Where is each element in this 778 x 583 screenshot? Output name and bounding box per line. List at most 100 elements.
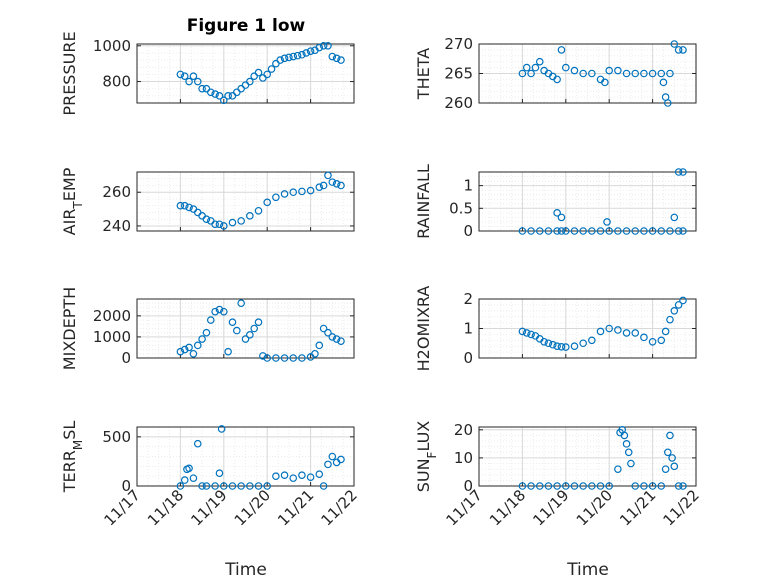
data-point [337, 181, 345, 190]
data-point [631, 69, 640, 78]
subplot-air-temp: 240 260 AIRTEMP [60, 167, 355, 235]
data-point [285, 53, 293, 62]
data-point [189, 474, 198, 482]
data-point [337, 337, 345, 345]
data-point [670, 306, 679, 315]
data-point [202, 215, 211, 224]
data-point [622, 329, 631, 337]
data-point [220, 96, 228, 105]
data-point [518, 69, 527, 78]
data-point [198, 84, 206, 93]
data-point [246, 482, 254, 490]
data-point [557, 342, 566, 351]
data-point [237, 217, 245, 225]
data-point [328, 333, 337, 341]
data-point [535, 57, 544, 66]
data-point [674, 227, 683, 235]
data-point [561, 63, 570, 72]
y-tick-label: 500 [102, 428, 131, 446]
data-point [631, 482, 640, 490]
data-point [531, 63, 540, 72]
data-point [298, 50, 306, 59]
data-point [553, 342, 561, 351]
data-point [206, 88, 215, 97]
x-tick-label: 11/20 [231, 486, 274, 529]
data-point [640, 482, 648, 490]
y-tick-label: 260 [102, 183, 131, 201]
data-point [259, 352, 267, 360]
data-point [601, 78, 609, 87]
data-point [254, 206, 263, 215]
y-tick-label: 0 [121, 349, 131, 367]
data-point [289, 188, 298, 197]
data-point [306, 473, 315, 481]
data-point [605, 324, 614, 333]
x-axis-label-right: Time [566, 560, 609, 580]
axes-frame [478, 426, 697, 487]
data-point [337, 455, 345, 464]
data-point [293, 51, 302, 60]
y-axis-label-pressure: PRESSURE [60, 31, 79, 115]
data-point [544, 482, 553, 490]
data-point [668, 454, 676, 462]
data-point [302, 49, 311, 57]
y-tick-label: 10 [454, 449, 473, 467]
subplot-pressure: 800 1000 PRESSURE [60, 31, 355, 116]
data-point [588, 227, 596, 235]
data-point [198, 482, 206, 490]
data-point [254, 482, 263, 490]
data-point [648, 337, 657, 346]
data-point [596, 327, 605, 336]
data-point [206, 316, 215, 324]
data-point [527, 330, 535, 339]
data-point [596, 227, 605, 235]
data-point [280, 354, 289, 362]
data-point [328, 452, 337, 461]
data-point [337, 56, 345, 64]
y-axis-label-h2omixra: H2OMIXRA [414, 286, 433, 372]
data-point [189, 72, 198, 80]
data-point [263, 198, 272, 207]
data-point [570, 482, 579, 490]
data-point [228, 318, 237, 326]
y-tick-label: 1000 [93, 37, 131, 55]
data-point [518, 327, 527, 336]
data-point [535, 227, 544, 235]
data-point [561, 227, 570, 235]
data-point [622, 69, 631, 78]
data-point [220, 307, 228, 316]
data-point [540, 337, 548, 346]
y-tick-label: 1 [463, 177, 473, 195]
data-point [657, 482, 666, 490]
subplot-h2omixra: 0 1 2 H2OMIXRA [414, 286, 697, 372]
x-tick-label: 11/18 [486, 486, 529, 529]
data-point [237, 84, 245, 93]
y-axis-label-theta: THETA [414, 48, 433, 100]
data-point [233, 326, 241, 335]
data-point [180, 72, 189, 80]
data-point [666, 69, 674, 78]
data-point [306, 47, 315, 55]
y-axis-label-rainfall: RAINFALL [414, 164, 433, 239]
data-point [570, 66, 579, 75]
data-point [272, 193, 280, 202]
data-point [518, 227, 527, 235]
data-point [674, 46, 683, 54]
data-point [250, 324, 258, 333]
data-point [553, 75, 561, 84]
x-tick-label: 11/22 [318, 486, 361, 529]
data-point [661, 465, 670, 473]
data-point [527, 69, 535, 78]
data-point [254, 68, 263, 77]
data-point [544, 339, 553, 348]
data-point [176, 347, 185, 356]
data-point [631, 329, 640, 337]
y-tick-label: 0 [463, 477, 473, 495]
y-tick-label: 260 [444, 94, 473, 112]
data-point [663, 99, 672, 107]
y-tick-label: 1 [463, 320, 473, 338]
data-point [276, 56, 285, 64]
y-tick-label: 0.5 [449, 199, 473, 217]
data-point [596, 482, 605, 490]
